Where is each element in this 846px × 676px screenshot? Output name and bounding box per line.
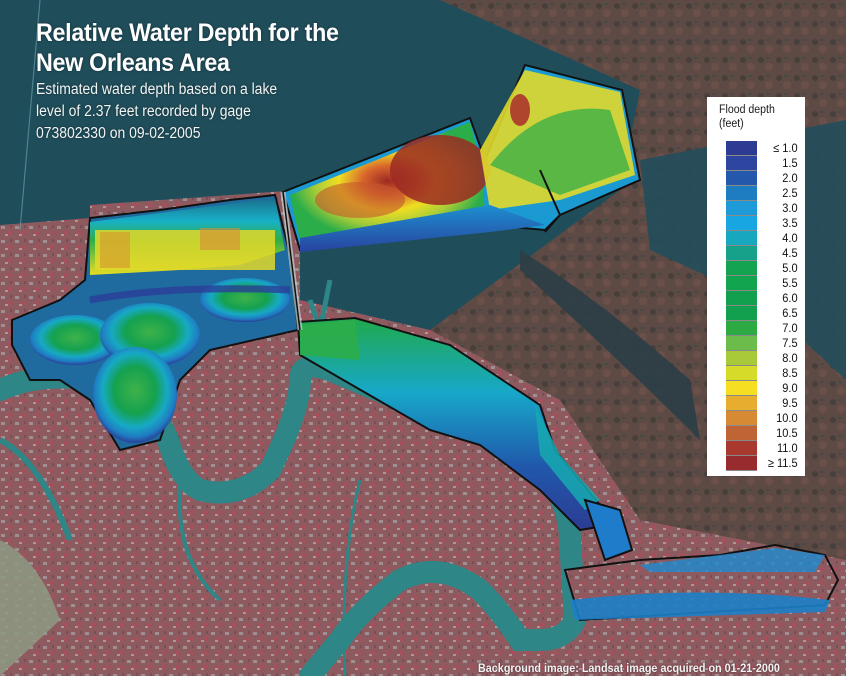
map-subtitle-line-2: level of 2.37 feet recorded by gage (36, 103, 251, 120)
legend-label: 3.0 (782, 201, 798, 215)
legend-swatch (726, 306, 757, 321)
legend-swatch (726, 186, 757, 201)
legend-swatch (726, 246, 757, 261)
legend-label: 7.5 (782, 336, 798, 350)
legend-label: 8.5 (782, 366, 798, 380)
legend-label: 10.0 (776, 411, 798, 425)
legend-label: 9.5 (782, 396, 798, 410)
legend-title: Flood depth (feet) (719, 103, 775, 131)
legend-label: ≤ 1.0 (773, 141, 798, 155)
legend-label: 2.5 (782, 186, 798, 200)
legend-label: 5.0 (782, 261, 798, 275)
legend-label: 8.0 (782, 351, 798, 365)
legend-label: 10.5 (776, 426, 798, 440)
legend-swatch (726, 156, 757, 171)
legend-label: 6.5 (782, 306, 798, 320)
legend-label: 5.5 (782, 276, 798, 290)
map-title-block: Relative Water Depth for the New Orleans… (36, 18, 361, 144)
legend-label: 7.0 (782, 321, 798, 335)
legend-swatch (726, 141, 757, 156)
legend-swatch (726, 336, 757, 351)
legend-swatch (726, 381, 757, 396)
map-subtitle-line-3: 073802330 on 09-02-2005 (36, 125, 201, 142)
legend-label: 11.0 (776, 441, 798, 455)
legend-swatch (726, 441, 757, 456)
legend-label: 1.5 (782, 156, 798, 170)
legend-label: 2.0 (782, 171, 798, 185)
legend-title-line-2: (feet) (719, 118, 744, 130)
map-title-line-2: New Orleans Area (36, 49, 230, 77)
legend-swatch (726, 366, 757, 381)
legend-label: ≥ 11.5 (767, 456, 798, 470)
legend-swatch (726, 411, 757, 426)
legend-swatch (726, 456, 757, 471)
legend-label: 6.0 (782, 291, 798, 305)
legend-label: 4.0 (782, 231, 798, 245)
flood-depth-legend: Flood depth (feet) ≤ 1.0 1.5 2.0 2.5 3.0 3.5 4… (707, 97, 805, 476)
legend-swatch (726, 261, 757, 276)
legend-labels: ≤ 1.0 1.5 2.0 2.5 3.0 3.5 4.0 4.5 5.0 5.5 6.0 6.5 7.… (761, 141, 805, 471)
legend-swatch (726, 396, 757, 411)
legend-swatch (726, 351, 757, 366)
legend-label: 3.5 (782, 216, 798, 230)
legend-swatches (726, 141, 757, 471)
map-subtitle-line-1: Estimated water depth based on a lake (36, 81, 278, 98)
image-credit: Background image: Landsat image acquired… (478, 661, 780, 675)
legend-swatch (726, 216, 757, 231)
legend-swatch (726, 321, 757, 336)
legend-label: 9.0 (782, 381, 798, 395)
legend-swatch (726, 276, 757, 291)
legend-swatch (726, 201, 757, 216)
map-title-line-1: Relative Water Depth for the (36, 19, 339, 47)
legend-title-line-1: Flood depth (719, 104, 775, 116)
legend-swatch (726, 426, 757, 441)
legend-swatch (726, 291, 757, 306)
legend-swatch (726, 231, 757, 246)
legend-swatch (726, 171, 757, 186)
legend-label: 4.5 (782, 246, 798, 260)
